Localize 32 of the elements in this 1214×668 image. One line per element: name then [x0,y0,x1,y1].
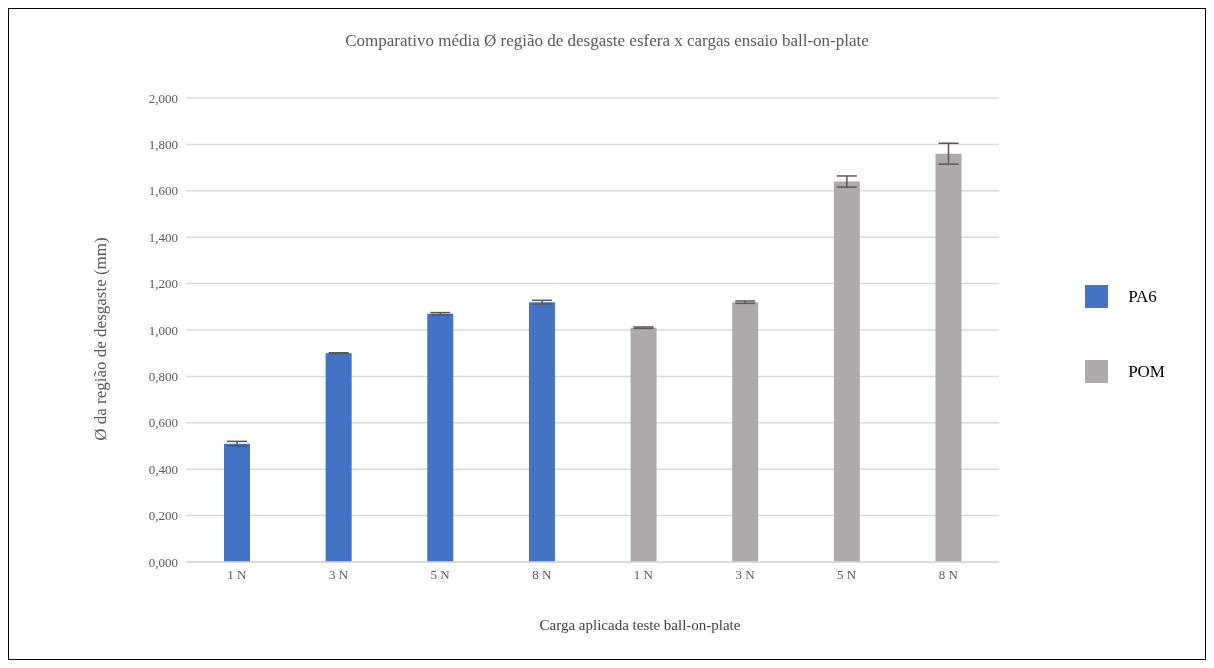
bar [427,313,454,562]
y-tick-label: 0,800 [148,369,178,385]
x-tick-label: 3 N [328,567,349,583]
bar [935,153,962,562]
bar [833,181,860,562]
y-tick-label: 0,400 [148,461,178,477]
bar [528,302,555,562]
y-tick-label: 1,000 [148,322,178,338]
y-tick-label: 1,400 [148,229,178,245]
chart-title: Comparativo média Ø região de desgaste esfera x cargas ensaio ball-on-plate [344,31,870,51]
x-tick-label: 5 N [837,567,857,583]
bar [630,327,657,562]
y-tick-label: 0,200 [148,508,178,524]
y-tick-label: 1,800 [148,137,178,153]
y-tick-label: 1,200 [148,276,178,292]
x-tick-label: 3 N [735,567,756,583]
y-tick-label: 0,000 [148,554,178,570]
x-tick-label: 5 N [430,567,451,583]
bar [732,302,759,562]
y-tick-label: 1,600 [148,183,178,199]
x-tick-label: 8 N [532,567,552,583]
bar [325,353,352,562]
y-axis-title: Ø da região de desgaste (mm) [91,237,111,441]
x-tick-label: 8 N [938,567,959,583]
x-tick-label: 1 N [227,567,247,583]
x-axis-title: Carga aplicada teste ball-on-plate [539,617,741,634]
legend-label: POM [1128,361,1165,382]
x-tick-label: 1 N [633,567,654,583]
bar [224,443,250,562]
legend-label: PA6 [1128,286,1157,307]
y-tick-label: 0,600 [148,415,178,431]
y-tick-label: 2,000 [148,90,178,106]
